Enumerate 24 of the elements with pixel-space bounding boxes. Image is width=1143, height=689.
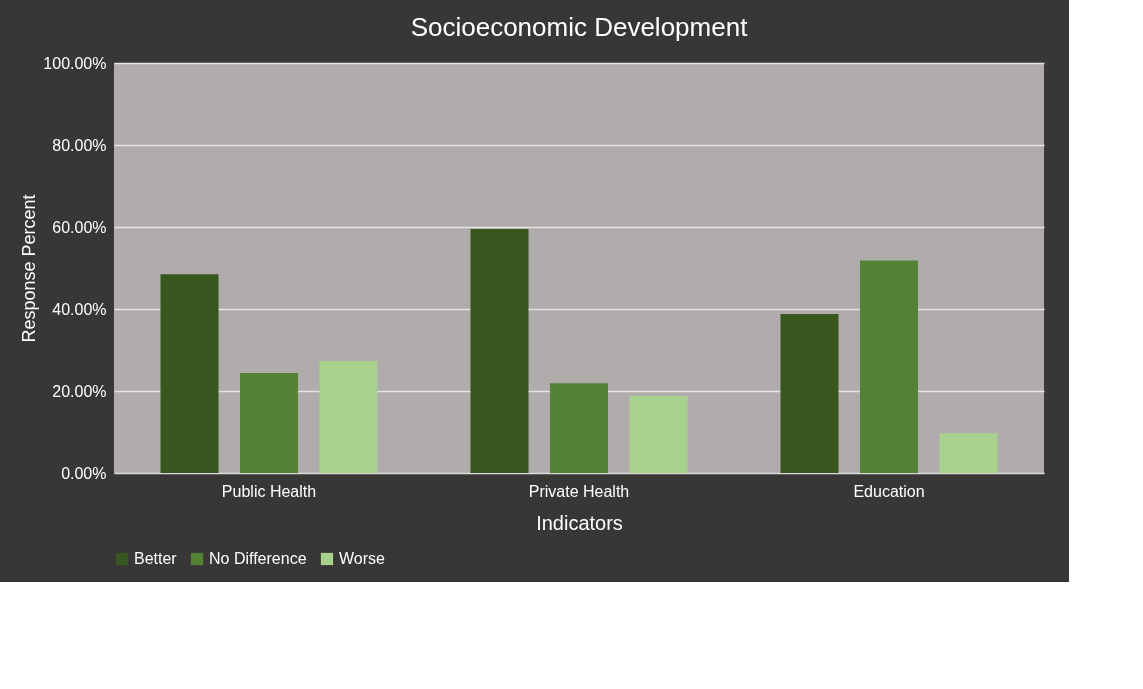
bar xyxy=(160,274,219,473)
y-axis-title: Response Percent xyxy=(19,194,40,343)
chart-title: Socioeconomic Development xyxy=(410,12,749,42)
y-tick-label: 60.00% xyxy=(52,218,107,236)
bar xyxy=(319,361,378,473)
legend-label: Better xyxy=(134,550,178,567)
y-tick-label: 80.00% xyxy=(52,136,107,154)
bar xyxy=(780,313,839,473)
bar xyxy=(470,229,529,473)
bar xyxy=(939,433,998,473)
bar xyxy=(549,383,609,473)
x-axis-title: Indicators xyxy=(536,511,623,534)
x-tick-label: Public Health xyxy=(221,482,317,500)
bar xyxy=(859,260,919,473)
x-tick-label: Education xyxy=(853,482,925,500)
legend-label: No Difference xyxy=(209,550,307,567)
y-tick-label: 20.00% xyxy=(52,382,107,400)
x-tick-label: Private Health xyxy=(528,482,630,500)
legend-label: Worse xyxy=(339,550,386,567)
y-tick-label: 0.00% xyxy=(61,464,107,482)
bar xyxy=(629,395,688,473)
y-tick-label: 100.00% xyxy=(43,54,107,72)
bar xyxy=(239,372,299,473)
y-tick-label: 40.00% xyxy=(52,300,107,318)
